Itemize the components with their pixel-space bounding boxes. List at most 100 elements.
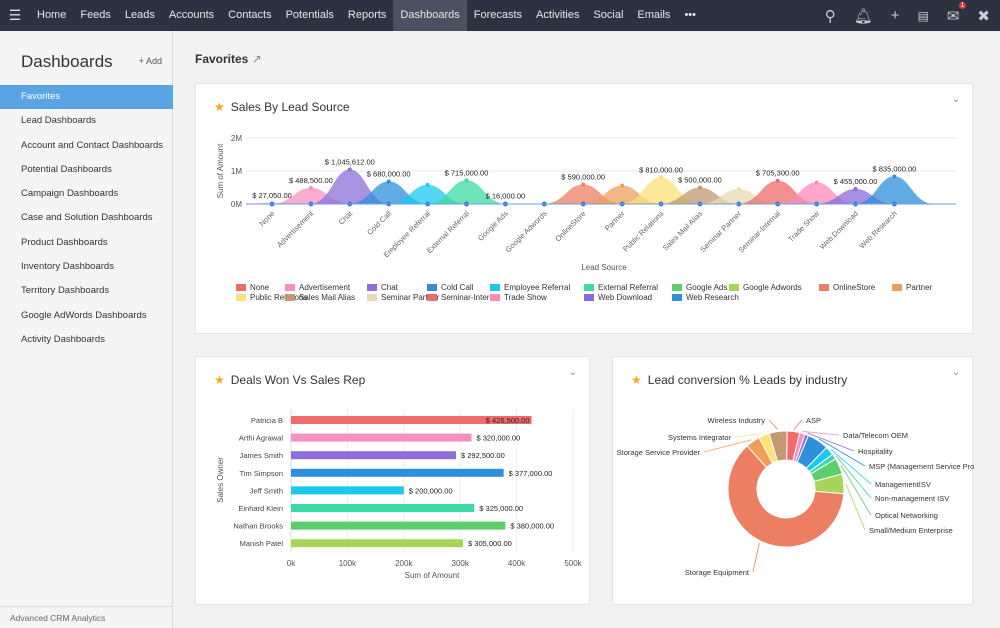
peak-point	[659, 175, 663, 180]
tab-accounts[interactable]: Accounts	[168, 9, 215, 21]
sidebar-item-territory-dashboards[interactable]: Territory Dashboards	[21, 285, 110, 297]
slice-label: Storage Equipment	[685, 568, 750, 577]
lead-source-chart: 0M 1M 2M Sum of Amount $ 27,050.00 None $ 488,…	[216, 134, 956, 302]
data-label: $ 292,500.00	[461, 451, 505, 460]
data-label: $ 380,000.00	[510, 522, 554, 531]
search-icon[interactable]: ⚲	[824, 7, 836, 25]
data-label: $ 455,000.00	[834, 177, 878, 186]
sidebar-item-product-dashboards[interactable]: Product Dashboards	[21, 236, 108, 248]
peak-point	[736, 187, 741, 192]
chevron-down-icon[interactable]: ⌄	[951, 94, 960, 105]
mail-badge: 1	[958, 1, 967, 9]
x-tick-label: Google Ads	[476, 209, 510, 243]
sidebar-item-activity-dashboards[interactable]: Activity Dashboards	[21, 333, 105, 345]
data-label: $ 200,000.00	[409, 486, 453, 495]
legend-swatch	[819, 284, 829, 291]
external-link-icon[interactable]: ↗	[251, 52, 262, 66]
pie-slice	[727, 445, 845, 548]
tab-leads[interactable]: Leads	[124, 9, 155, 21]
tools-icon[interactable]: ✖	[977, 7, 990, 25]
leader-line	[752, 542, 760, 573]
calendar-icon[interactable]: ▤	[917, 8, 929, 23]
lead-conversion-card: ★ Lead conversion % Leads by industry ⌄ A…	[612, 356, 974, 605]
data-label: $ 27,050.00	[252, 191, 292, 200]
chevron-down-icon[interactable]: ⌄	[568, 367, 577, 378]
tab-home[interactable]: Home	[37, 9, 67, 21]
y-tick-label: 1M	[231, 167, 242, 176]
add-dashboard-button[interactable]: + Add	[138, 56, 162, 66]
star-icon[interactable]: ★	[214, 373, 225, 387]
bar	[291, 433, 472, 442]
x-tick-label: None	[257, 209, 276, 228]
sidebar-item-favorites[interactable]: Favorites	[0, 85, 173, 110]
tab-feeds[interactable]: Feeds	[80, 9, 111, 21]
tab-forecasts[interactable]: Forecasts	[473, 9, 523, 21]
mail-icon[interactable]: ✉ 1	[946, 1, 967, 25]
tab-potentials[interactable]: Potentials	[285, 9, 334, 21]
leader-line	[830, 449, 872, 485]
card-title-text: Lead conversion % Leads by industry	[647, 373, 848, 387]
bell-icon[interactable]: 🔔︎	[853, 7, 873, 25]
tab-reports[interactable]: Reports	[347, 9, 387, 21]
sidebar-item-inventory-dashboards[interactable]: Inventory Dashboards	[21, 261, 114, 273]
x-tick-label: Chat	[337, 208, 355, 226]
slice-label: Storage Service Provider	[617, 448, 701, 457]
legend-item: Cold Call	[441, 283, 474, 292]
data-label: $ 426,500.00	[486, 416, 530, 425]
data-label: $ 590,000.00	[561, 173, 605, 182]
legend-swatch	[892, 284, 902, 291]
x-tick-label: 500k	[564, 559, 582, 568]
sidebar-footer[interactable]: Advanced CRM Analytics	[0, 606, 173, 628]
menu-icon[interactable]: ☰	[8, 7, 22, 23]
chevron-down-icon[interactable]: ⌄	[951, 367, 960, 378]
legend-swatch	[236, 294, 246, 301]
legend-item: Sales Mail Alias	[299, 293, 355, 302]
x-axis-label: Sum of Amount	[405, 571, 460, 580]
star-icon[interactable]: ★	[214, 100, 225, 114]
data-label: $ 325,000.00	[479, 504, 523, 513]
bar	[291, 468, 504, 477]
sidebar-item-campaign-dashboards[interactable]: Campaign Dashboards	[21, 188, 119, 200]
peak-point	[620, 183, 625, 188]
sidebar-item-case-and-solution-dashboards[interactable]: Case and Solution Dashboards	[21, 212, 153, 224]
tab-social[interactable]: Social	[593, 9, 624, 21]
y-axis-label: Sum of Amount	[216, 143, 225, 198]
data-label: $ 810,000.00	[639, 165, 683, 174]
bar	[291, 521, 506, 530]
peak-point	[814, 180, 819, 185]
x-tick-label: Public Relations	[621, 209, 666, 254]
y-tick-label: Nathan Brooks	[233, 522, 283, 531]
card-title: ★ Sales By Lead Source	[214, 100, 350, 114]
legend-item: Seminar Partner	[381, 293, 440, 302]
peak-point	[697, 185, 702, 190]
x-tick-label: External Referral	[425, 209, 471, 255]
peak-point	[386, 179, 391, 184]
sidebar-item-account-and-contact-dashboards[interactable]: Account and Contact Dashboards	[21, 139, 164, 151]
x-axis-label: Lead Source	[581, 263, 627, 272]
x-tick-label: 0k	[287, 559, 296, 568]
tab-dashboards[interactable]: Dashboards	[393, 0, 467, 31]
tab-emails[interactable]: Emails	[637, 9, 671, 21]
y-tick-label: Einhard Klein	[238, 504, 283, 513]
tab-contacts[interactable]: Contacts	[228, 9, 272, 21]
y-tick-label: Manish Patel	[240, 539, 284, 548]
legend-item: Web Download	[598, 293, 652, 302]
y-tick-label: Patricia B	[251, 416, 283, 425]
sidebar-item-google-adwords-dashboards[interactable]: Google AdWords Dashboards	[21, 309, 147, 321]
peak-point	[892, 174, 897, 179]
legend-swatch	[672, 294, 682, 301]
sidebar-item-potential-dashboards[interactable]: Potential Dashboards	[21, 163, 112, 175]
legend-swatch	[367, 284, 377, 291]
tab-activities[interactable]: Activities	[536, 9, 580, 21]
slice-label: Wireless Industry	[707, 416, 765, 425]
sidebar-item-lead-dashboards[interactable]: Lead Dashboards	[21, 115, 96, 127]
leader-line	[802, 431, 840, 436]
nav-tabs: Home Feeds Leads Accounts Contacts Potentials…	[30, 0, 677, 31]
legend-swatch	[285, 284, 295, 291]
page-title: Favorites ↗	[195, 52, 262, 66]
data-label: $ 16,000.00	[486, 191, 526, 200]
star-icon[interactable]: ★	[631, 373, 642, 387]
plus-icon[interactable]: +	[890, 7, 900, 24]
peak-point	[581, 182, 586, 187]
more-tabs-button[interactable]: •••	[684, 9, 696, 21]
